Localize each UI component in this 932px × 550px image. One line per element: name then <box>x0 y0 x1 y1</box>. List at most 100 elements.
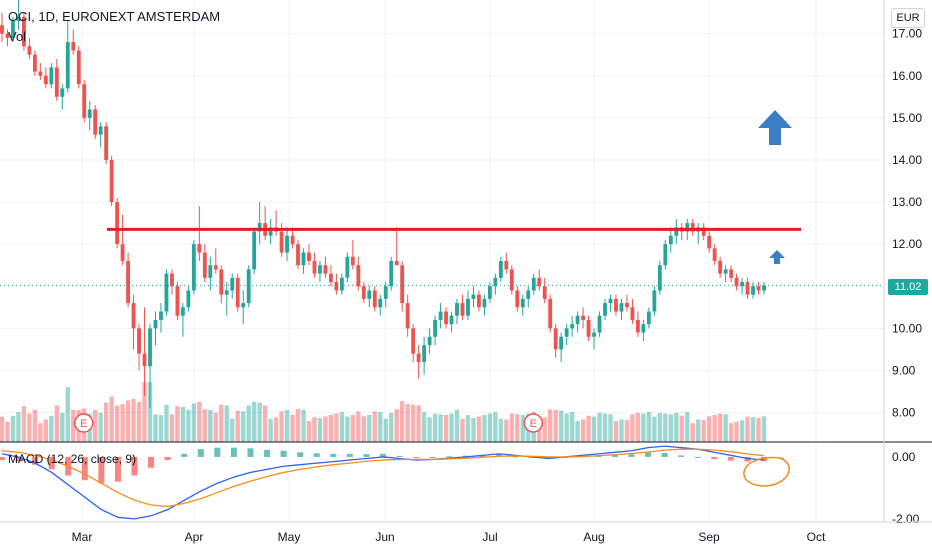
candle-body <box>668 235 673 245</box>
volume-bar <box>241 411 246 442</box>
candle-body <box>285 235 289 253</box>
candle-body <box>663 244 668 266</box>
volume-bar <box>706 416 712 442</box>
candle-body <box>762 285 766 291</box>
volume-bar <box>465 415 471 442</box>
macd-histogram-bar <box>280 450 287 457</box>
candle-body <box>0 25 4 34</box>
crossover-annotation <box>743 456 790 487</box>
candle-body <box>444 311 448 325</box>
y-tick-label: 15.00 <box>892 111 922 125</box>
candle-body <box>581 315 586 320</box>
macd-histogram-bar <box>396 456 403 458</box>
volume-bar <box>646 412 652 442</box>
candle-body <box>197 244 202 253</box>
volume-bar <box>43 419 49 442</box>
candle-body <box>296 244 300 266</box>
candle-body <box>71 42 76 51</box>
macd-histogram-bar <box>727 456 734 461</box>
candle-body <box>345 256 350 278</box>
price-candles[interactable] <box>0 0 766 409</box>
volume-bar <box>591 416 597 442</box>
volume-bar <box>542 417 547 442</box>
y-tick-label: 17.00 <box>892 27 922 41</box>
candle-body <box>471 294 476 299</box>
candle-body <box>427 336 432 346</box>
candle-body <box>180 307 185 316</box>
volume-bar <box>273 417 279 442</box>
volume-bar <box>372 411 377 442</box>
currency-badge[interactable]: EUR <box>891 8 925 28</box>
volume-bar <box>416 405 421 442</box>
candle-body <box>542 286 547 299</box>
candle-body <box>751 286 755 295</box>
volume-bar <box>32 409 38 442</box>
candle-body <box>729 269 734 278</box>
macd-histogram-bar <box>164 456 171 461</box>
macd-histogram-bar <box>148 456 155 468</box>
volume-bar <box>756 417 761 442</box>
macd-histogram-bar <box>114 456 121 482</box>
candle-body <box>433 319 437 337</box>
candle-body <box>389 260 394 287</box>
volume-bar <box>564 413 569 442</box>
candle-body <box>400 265 405 304</box>
candle-body <box>685 223 690 232</box>
macd-histogram-bar <box>230 447 237 457</box>
volume-bar <box>109 396 114 442</box>
volume-bar <box>493 412 498 442</box>
volume-bar <box>443 415 449 442</box>
volume-bar <box>295 409 301 442</box>
volume-bar <box>27 413 32 442</box>
earnings-marker <box>523 413 544 433</box>
volume-bar <box>197 401 202 442</box>
candle-body <box>619 303 624 312</box>
candle-body <box>104 126 109 160</box>
candle-body <box>570 324 575 329</box>
macd-histogram-bar <box>761 456 767 462</box>
earnings-marker-label: E <box>80 418 87 430</box>
candle-body <box>646 311 651 325</box>
y-tick-label: 12.00 <box>892 237 922 251</box>
volume-bar <box>438 414 443 442</box>
volume-bar <box>383 418 388 442</box>
candle-body <box>745 282 750 295</box>
macd-histogram-bar <box>15 456 22 462</box>
macd-histogram-bar <box>48 456 55 470</box>
macd-histogram-bar <box>678 455 685 457</box>
macd-histogram-bar <box>661 452 668 457</box>
volume-bar <box>750 417 756 442</box>
volume-bar <box>476 416 482 442</box>
candle-body <box>290 235 295 245</box>
candle-body <box>630 307 635 320</box>
volume-bar <box>723 414 728 442</box>
candle-body <box>82 84 87 118</box>
volume-bar <box>701 420 706 442</box>
volume-bar <box>131 398 136 442</box>
candle-body <box>723 269 728 274</box>
macd-histogram-bar <box>297 452 304 457</box>
volume-bar <box>21 406 27 442</box>
candle-body <box>411 328 416 354</box>
candle-body <box>416 353 421 363</box>
volume-bar <box>339 412 345 442</box>
volume-bar <box>504 419 509 442</box>
candle-body <box>559 336 564 350</box>
volume-bar <box>515 414 520 442</box>
candle-body <box>460 303 465 316</box>
candle-body <box>718 260 723 274</box>
volume-bar <box>114 405 120 442</box>
volume-bar <box>471 418 476 442</box>
volume-bar <box>262 405 268 442</box>
candle-body <box>405 303 410 329</box>
candle-body <box>241 303 246 308</box>
candle-body <box>339 277 344 291</box>
volume-bar <box>712 415 717 442</box>
volume-bar <box>153 414 158 442</box>
volume-bar <box>5 421 10 442</box>
candle-body <box>115 202 120 245</box>
candle-body <box>548 298 553 329</box>
volume-bar <box>0 416 5 442</box>
candle-body <box>235 277 240 308</box>
